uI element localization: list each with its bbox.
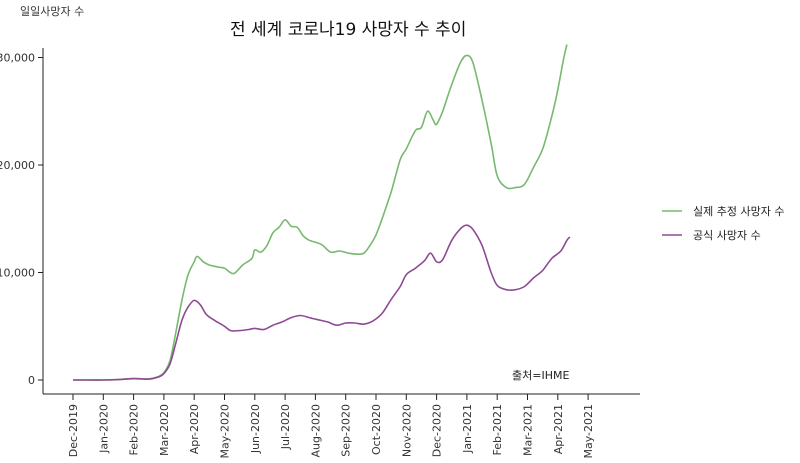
y-tick-label: 10,000 [0,267,35,280]
x-tick-label: Jan-2021 [461,404,474,454]
x-tick-label: Feb-2020 [128,404,141,455]
x-tick-label: Mar-2021 [522,404,535,456]
legend-label-1: 공식 사망자 수 [693,229,761,242]
series-line-0 [72,44,568,381]
series-lines [72,44,571,381]
y-ticks: 0 10,000 20,000 30,000 [0,52,43,387]
legend-label-0: 실제 추정 사망자 수 [693,205,784,218]
x-tick-label: May-2021 [582,404,595,459]
x-tick-label: Apr-2021 [552,404,565,454]
x-tick-label: Jul-2020 [279,404,292,450]
axes [42,48,640,395]
y-tick-label: 0 [28,374,35,387]
source-annotation: 출처=IHME [512,369,569,382]
y-tick-label: 30,000 [0,52,35,65]
x-tick-label: Sep-2020 [340,404,353,457]
chart-title: 전 세계 코로나19 사망자 수 추이 [230,20,466,40]
x-tick-label: Jan-2020 [97,404,110,454]
x-tick-label: Feb-2021 [491,404,504,455]
x-ticks: Dec-2019 Jan-2020 Feb-2020 Mar-2020 Apr-2020… [67,394,595,459]
y-axis-label: 일일사망자 수 [20,4,84,18]
x-tick-label: May-2020 [219,404,232,459]
x-tick-label: Dec-2020 [431,404,444,457]
x-tick-label: Dec-2019 [67,404,80,457]
series-line-1 [72,224,571,381]
x-tick-label: Mar-2020 [158,404,171,456]
x-tick-label: Aug-2020 [309,404,322,457]
x-tick-label: Apr-2020 [188,404,201,454]
y-tick-label: 20,000 [0,159,35,172]
x-tick-label: Oct-2020 [370,404,383,455]
x-tick-label: Jun-2020 [249,404,262,454]
x-tick-label: Nov-2020 [400,404,413,457]
legend: 실제 추정 사망자 수공식 사망자 수 [662,205,784,242]
